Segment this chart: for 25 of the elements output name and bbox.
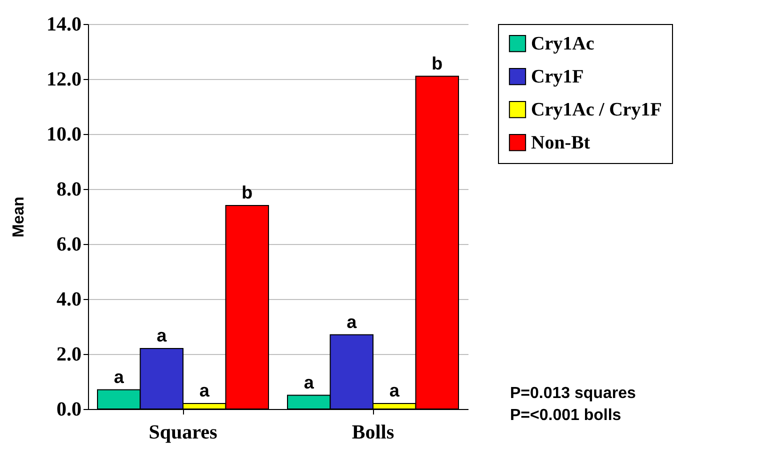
y-tick-label: 14.0 <box>46 14 82 36</box>
data-label: a <box>304 372 315 392</box>
data-label: a <box>114 366 125 387</box>
data-label: a <box>156 326 168 346</box>
y-axis-title: Mean <box>10 196 28 238</box>
y-tick-label: 2.0 <box>56 344 82 366</box>
y-tick-label: 0.0 <box>56 398 82 420</box>
x-tick-label: Bolls <box>352 422 394 444</box>
y-tick-label: 8.0 <box>56 178 82 200</box>
data-label: a <box>389 380 400 400</box>
data-label: a <box>199 380 210 400</box>
data-label: b <box>432 53 443 74</box>
x-tick-label: Squares <box>148 422 218 444</box>
y-tick-label: 10.0 <box>46 124 82 146</box>
data-label: a <box>346 312 358 332</box>
y-tick-label: 4.0 <box>56 288 82 310</box>
legend-label: Cry1Ac / Cry1F <box>531 100 662 120</box>
legend-label: Cry1F <box>531 66 584 88</box>
data-label: b <box>242 182 253 202</box>
legend-label: Non-Bt <box>531 132 591 154</box>
legend-label: Cry1Ac <box>531 34 594 54</box>
text: P=0.013 squares <box>510 385 636 402</box>
y-tick-label: 6.0 <box>56 234 82 256</box>
y-tick-label: 12.0 <box>46 68 82 90</box>
text: P=<0.001 bolls <box>510 407 622 424</box>
